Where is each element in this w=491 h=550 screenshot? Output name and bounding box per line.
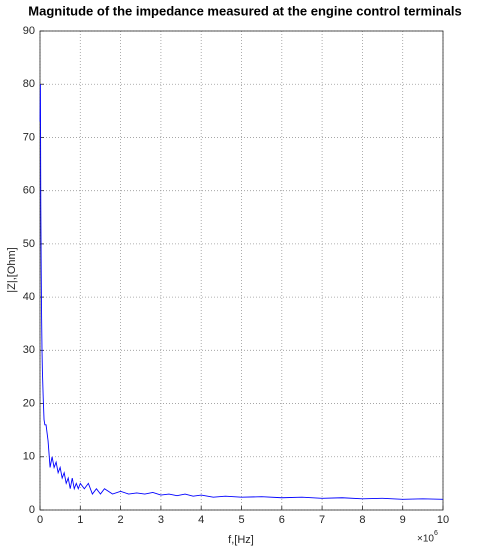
x-tick-label: 1 bbox=[77, 514, 83, 526]
chart-title: Magnitude of the impedance measured at t… bbox=[28, 3, 461, 18]
y-tick-label: 40 bbox=[23, 291, 35, 303]
x-tick-label: 7 bbox=[319, 514, 325, 526]
y-tick-label: 90 bbox=[23, 25, 35, 37]
x-tick-label: 3 bbox=[158, 514, 164, 526]
x-tick-label: 6 bbox=[279, 514, 285, 526]
x-multiplier-power: 6 bbox=[434, 530, 438, 537]
y-tick-label: 30 bbox=[23, 344, 35, 356]
y-tick-label: 50 bbox=[23, 238, 35, 250]
x-tick-label: 5 bbox=[238, 514, 244, 526]
y-tick-label: 80 bbox=[23, 78, 35, 90]
x-multiplier: ×10 bbox=[417, 534, 434, 545]
x-axis-label: f,[Hz] bbox=[228, 534, 254, 546]
x-tick-label: 4 bbox=[198, 514, 204, 526]
x-tick-label: 0 bbox=[37, 514, 43, 526]
y-tick-label: 60 bbox=[23, 185, 35, 197]
y-tick-label: 20 bbox=[23, 397, 35, 409]
x-tick-label: 2 bbox=[118, 514, 124, 526]
plot-frame bbox=[39, 30, 444, 511]
y-tick-label: 0 bbox=[29, 504, 35, 516]
data-line bbox=[39, 84, 444, 500]
y-tick-label: 70 bbox=[23, 131, 35, 143]
x-tick-label: 10 bbox=[437, 514, 449, 526]
x-tick-label: 8 bbox=[359, 514, 365, 526]
x-tick-label: 9 bbox=[400, 514, 406, 526]
y-axis-label: |Z|,[Ohm] bbox=[6, 247, 18, 292]
y-tick-label: 10 bbox=[23, 451, 35, 463]
